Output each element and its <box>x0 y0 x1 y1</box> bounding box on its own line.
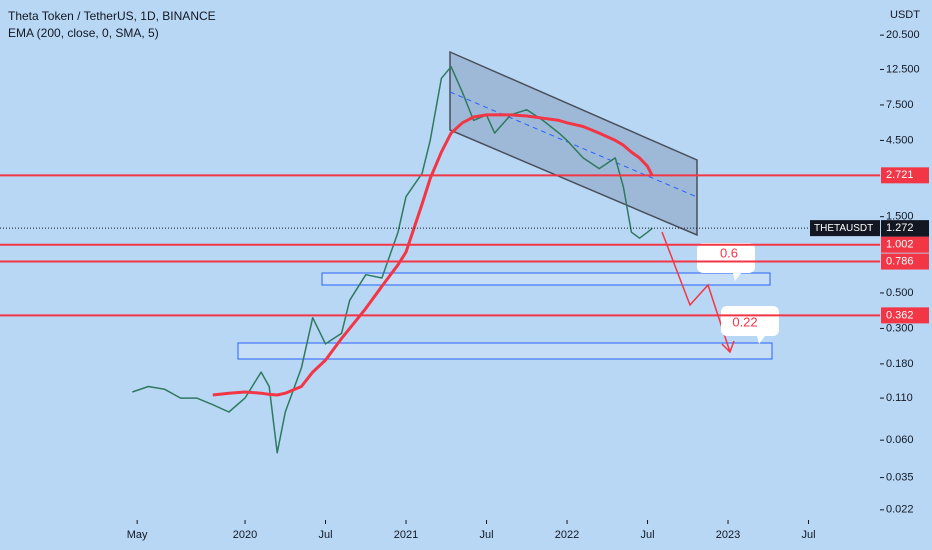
indicator-label: EMA (200, close, 0, SMA, 5) <box>8 26 159 40</box>
x-tick-label: 2020 <box>233 529 257 541</box>
price-label-box <box>881 236 929 253</box>
zone <box>321 272 771 286</box>
y-tick-label: 4.500 <box>886 134 914 146</box>
x-tick-label: Jul <box>801 529 815 541</box>
symbol-label: THETAUSDT <box>814 223 873 234</box>
y-tick-label: 0.022 <box>886 504 914 516</box>
symbol-box <box>810 220 880 237</box>
y-tick-label: 7.500 <box>886 99 914 111</box>
ema-line <box>212 113 654 397</box>
price-label: 0.362 <box>886 309 914 321</box>
y-axis-label: USDT <box>890 9 920 21</box>
chart-title: Theta Token / TetherUS, 1D, BINANCE <box>8 9 216 23</box>
annotation: 0.6 <box>720 245 738 260</box>
y-tick-label: 1.500 <box>886 211 914 223</box>
y-tick-label: 12.500 <box>886 63 920 75</box>
x-tick-label: May <box>127 529 148 541</box>
price-label-box <box>881 220 929 237</box>
price-label: 1.272 <box>886 222 914 234</box>
annotation: 0.22 <box>732 314 757 329</box>
x-tick-label: Jul <box>640 529 654 541</box>
x-tick-label: 2023 <box>716 529 740 541</box>
price-label-box <box>881 253 929 270</box>
price-line <box>132 65 653 454</box>
projection <box>661 231 731 353</box>
y-tick-label: 20.500 <box>886 29 920 41</box>
price-label-box <box>881 307 929 324</box>
x-tick-label: Jul <box>319 529 333 541</box>
arrow-head <box>721 340 735 354</box>
y-tick-label: 0.180 <box>886 358 914 370</box>
x-tick-label: 2022 <box>555 529 579 541</box>
price-label: 1.002 <box>886 239 914 251</box>
zone <box>237 342 773 360</box>
y-tick-label: 0.300 <box>886 322 914 334</box>
y-tick-label: 0.500 <box>886 287 914 299</box>
price-label: 0.786 <box>886 255 914 267</box>
drawings <box>237 50 779 360</box>
y-tick-label: 0.035 <box>886 471 914 483</box>
price-label: 2.721 <box>886 169 914 181</box>
y-tick-label: 0.060 <box>886 434 914 446</box>
x-tick-label: Jul <box>479 529 493 541</box>
y-tick-label: 0.110 <box>886 392 913 404</box>
x-tick-label: 2021 <box>394 529 418 541</box>
price-label-box <box>881 167 929 184</box>
channel <box>449 50 698 237</box>
